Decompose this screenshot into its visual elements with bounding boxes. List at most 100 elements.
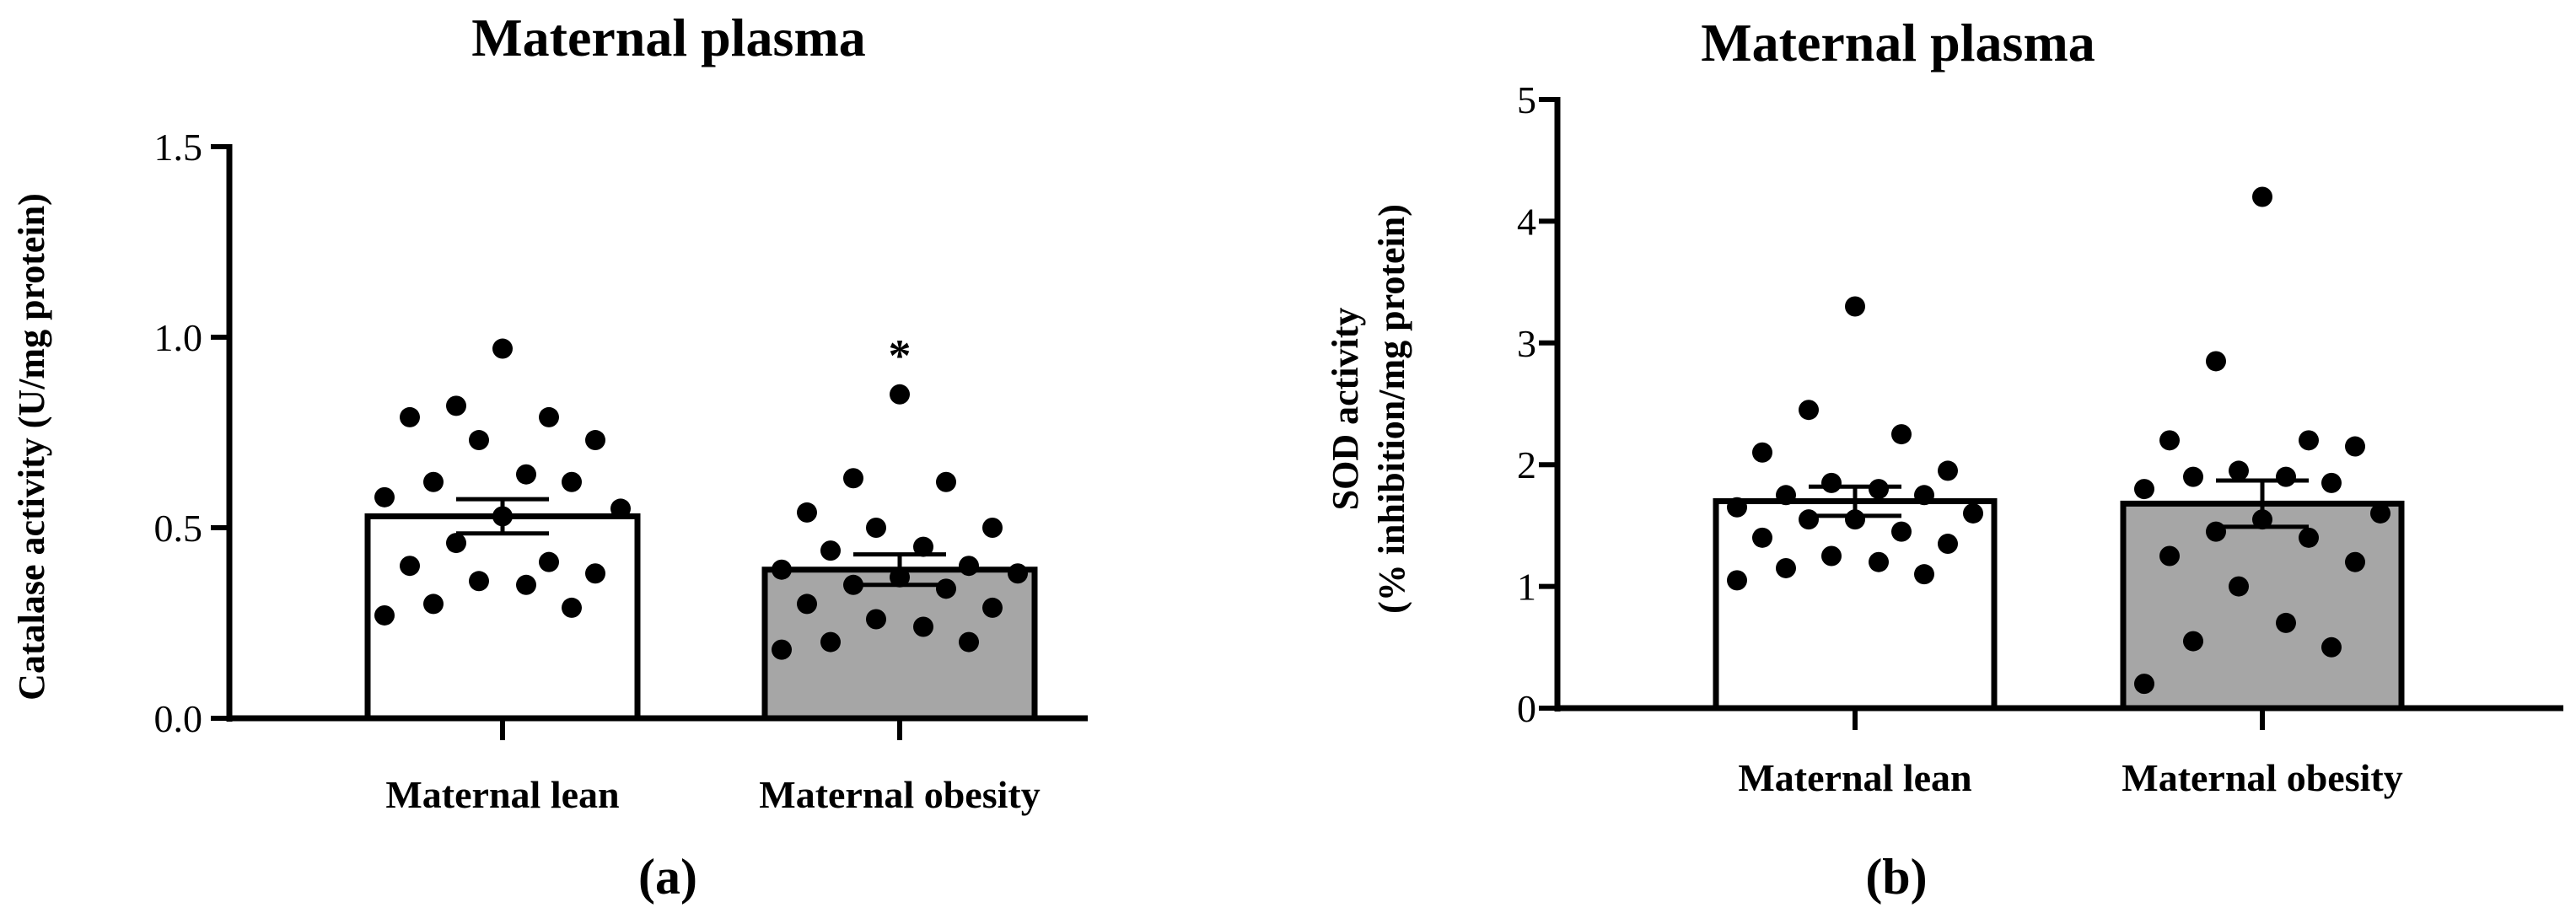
data-point — [890, 384, 910, 405]
data-point — [959, 631, 979, 653]
data-point — [2370, 502, 2390, 524]
data-point — [1799, 400, 1819, 421]
x-tick-label: Maternal lean — [385, 773, 619, 816]
data-point — [772, 639, 792, 660]
data-point — [1776, 485, 1796, 506]
data-point — [1869, 551, 1889, 572]
data-point — [913, 616, 933, 637]
data-point — [820, 631, 841, 653]
x-tick-label: Maternal lean — [1738, 756, 1971, 799]
data-point — [2206, 351, 2226, 372]
data-point — [423, 593, 444, 615]
y-tick-label: 5 — [1517, 78, 1536, 121]
x-tick-label: Maternal obesity — [759, 773, 1040, 816]
x-tick-label: Maternal obesity — [2122, 756, 2402, 799]
data-point — [797, 502, 817, 523]
data-point — [446, 395, 466, 416]
data-point — [2206, 521, 2226, 542]
data-point — [2299, 527, 2319, 548]
data-point — [843, 468, 863, 489]
data-point — [539, 551, 559, 572]
data-point — [516, 464, 536, 485]
chart-title-a: Maternal plasma — [471, 8, 866, 67]
data-point — [866, 609, 886, 630]
data-point — [2229, 576, 2249, 597]
data-point — [2183, 466, 2203, 487]
bar — [364, 513, 641, 722]
y-tick-label: 1.5 — [154, 126, 203, 169]
data-point — [539, 406, 559, 427]
bar — [2120, 500, 2405, 712]
data-point — [2134, 479, 2154, 500]
y-tick-label: 2 — [1517, 443, 1536, 486]
y-tick-label: 1.0 — [154, 316, 203, 359]
y-tick-label: 0.0 — [154, 697, 203, 740]
y-tick-label: 0.5 — [154, 507, 203, 550]
y-axis-label-a: Catalase activity (U/mg protein) — [11, 193, 52, 701]
data-point — [936, 578, 956, 599]
data-point — [2299, 430, 2319, 451]
data-point — [1799, 509, 1819, 530]
y-tick-label: 4 — [1517, 200, 1536, 243]
chart-title-b: Maternal plasma — [1701, 13, 2095, 73]
y-tick-label: 3 — [1517, 322, 1536, 365]
data-point — [1727, 570, 1747, 591]
panel-a: Maternal plasma Catalase activity (U/mg … — [11, 8, 1088, 905]
data-point — [2276, 612, 2296, 633]
data-point — [2134, 674, 2154, 695]
data-point — [610, 498, 631, 519]
data-point — [982, 597, 1003, 618]
data-point — [2321, 472, 2342, 493]
data-point — [2183, 631, 2203, 652]
data-point — [797, 593, 817, 615]
data-point — [423, 471, 444, 492]
y-axis-label-b-line2: (% inhibition/mg protein) — [1371, 204, 1412, 614]
significance-marker: * — [889, 330, 912, 381]
data-point — [2252, 186, 2272, 207]
data-point — [1821, 545, 1842, 567]
data-point — [2159, 545, 2180, 567]
data-point — [585, 430, 605, 451]
data-point — [913, 536, 933, 557]
data-point — [1891, 424, 1912, 445]
plot-area-b: 0 1 2 3 4 5 Maternal lean Maternal obesity — [1517, 78, 2563, 799]
data-point — [2229, 460, 2249, 481]
y-tick-label: 1 — [1517, 566, 1536, 609]
data-point — [2345, 551, 2365, 572]
data-point — [400, 556, 420, 577]
data-point — [469, 571, 489, 592]
data-point — [772, 559, 792, 580]
data-point — [2276, 466, 2296, 487]
data-point — [1938, 534, 1958, 555]
data-point — [562, 597, 582, 618]
data-point — [1821, 472, 1842, 493]
data-point — [1914, 564, 1934, 585]
data-point — [1727, 497, 1747, 518]
data-point — [469, 430, 489, 451]
y-axis-label-b-line1: SOD activity — [1325, 308, 1366, 511]
data-point — [2159, 430, 2180, 451]
data-point — [585, 563, 605, 584]
data-point — [1891, 521, 1912, 542]
data-point — [374, 486, 395, 508]
data-point — [2321, 636, 2342, 658]
data-point — [492, 338, 513, 359]
data-point — [446, 533, 466, 554]
data-point — [1752, 527, 1772, 548]
data-point — [1776, 557, 1796, 578]
data-point — [1869, 479, 1889, 500]
panel-b: Maternal plasma SOD activity (% inhibiti… — [1325, 13, 2563, 905]
data-point — [959, 556, 979, 577]
data-point — [562, 471, 582, 492]
data-point — [820, 540, 841, 561]
bar — [761, 567, 1038, 722]
data-point — [516, 574, 536, 595]
panel-label-b: (b) — [1865, 849, 1927, 905]
data-point — [2345, 436, 2365, 457]
data-point — [1963, 502, 1983, 524]
data-point — [866, 518, 886, 538]
data-point — [400, 406, 420, 427]
data-point — [936, 471, 956, 492]
y-tick-label: 0 — [1517, 687, 1536, 730]
